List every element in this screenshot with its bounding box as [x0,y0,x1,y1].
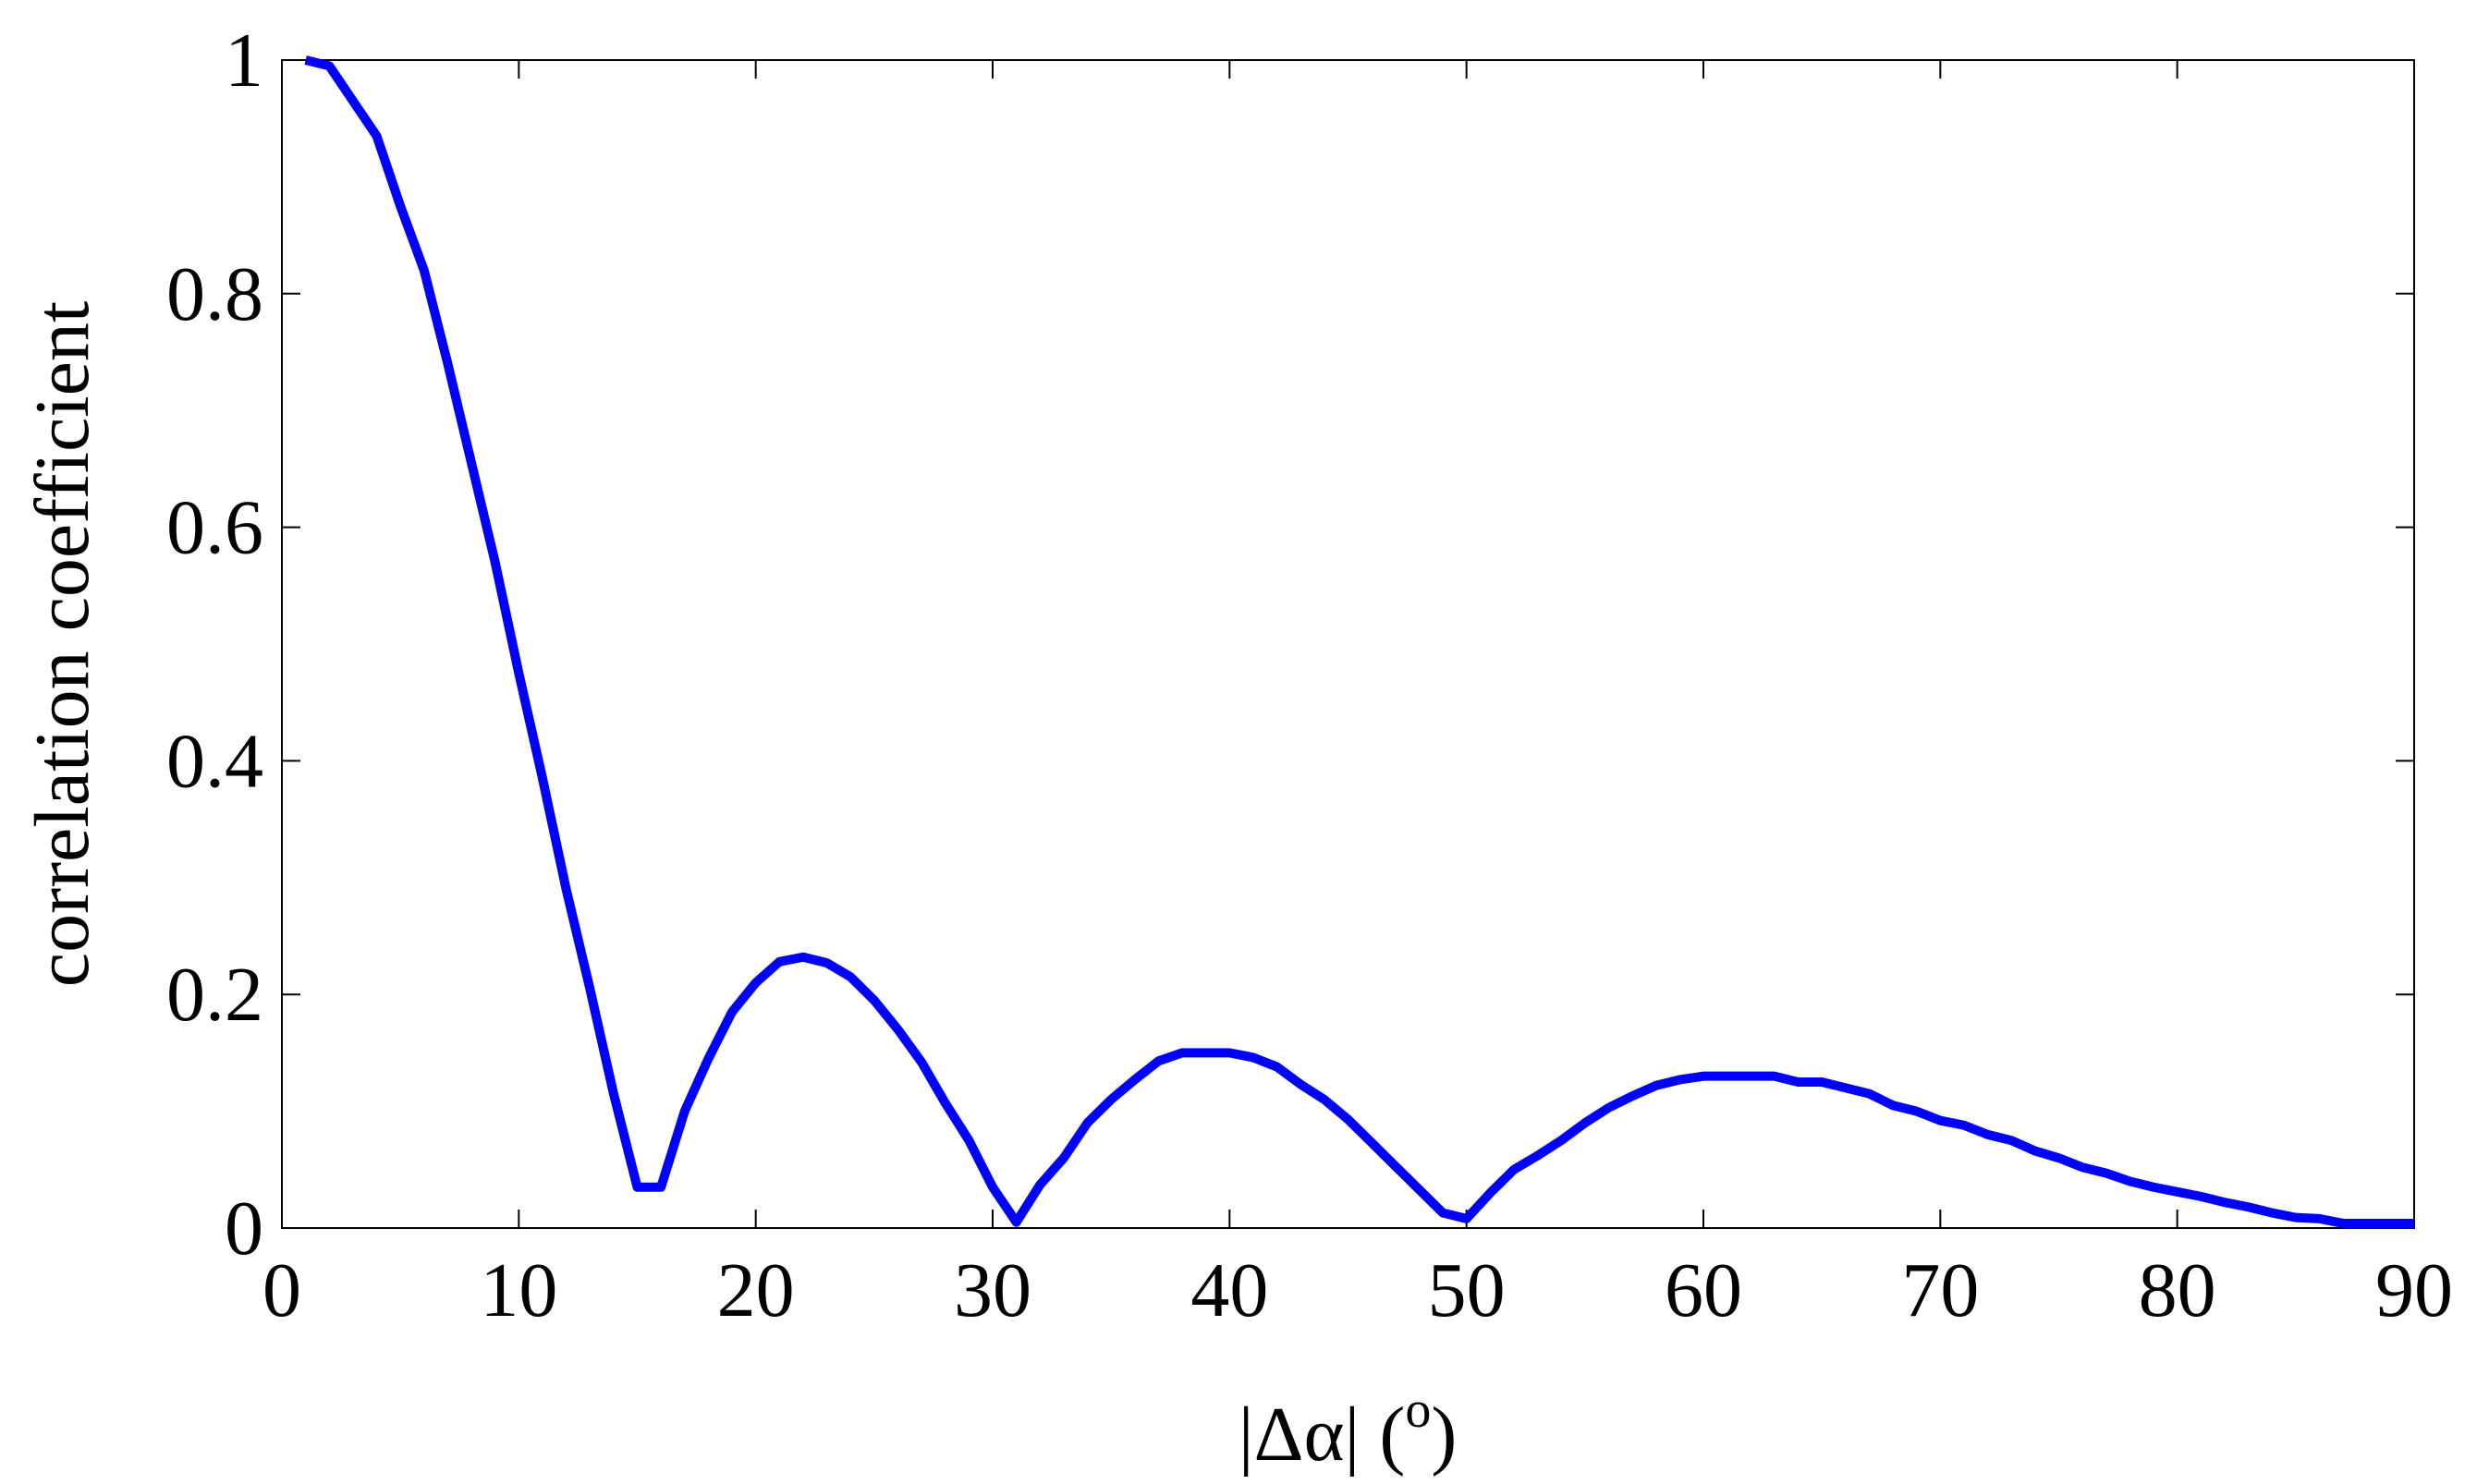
x-tick-label: 10 [480,1247,557,1333]
x-tick-label: 0 [262,1247,301,1333]
y-tick-label: 1 [225,18,263,103]
x-tick-label: 70 [1901,1247,1979,1333]
y-axis-label: correlation coefficient [19,301,105,987]
x-label-end: ) [1431,1392,1457,1478]
x-tick-label: 40 [1190,1247,1268,1333]
data-line [304,55,2414,1228]
x-tick-label: 50 [1428,1247,1506,1333]
y-tick-label: 0.6 [166,485,263,571]
x-tick-label: 90 [2375,1247,2453,1333]
y-tick-label: 0.2 [166,952,263,1038]
x-tick-label: 60 [1665,1247,1742,1333]
x-tick-label: 20 [717,1247,795,1333]
plot-frame [281,59,2415,1229]
x-tick-label: 30 [954,1247,1031,1333]
y-tick-label: 0.8 [166,251,263,337]
x-tick-label: 80 [2139,1247,2216,1333]
x-axis-label: |Δα| (o) [1238,1381,1458,1478]
y-tick-label: 0.4 [166,718,263,804]
x-label-main: |Δα| ( [1238,1392,1406,1478]
x-label-sup: o [1405,1381,1431,1439]
y-tick-label: 0 [225,1186,263,1271]
